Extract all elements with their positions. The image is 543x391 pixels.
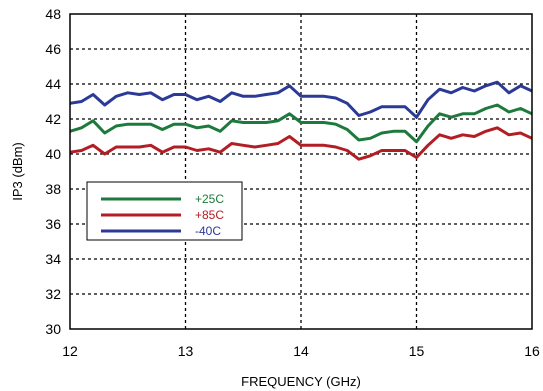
y-tick-label: 30 (45, 321, 61, 337)
legend-label-25c: +25C (195, 192, 224, 206)
y-tick-label: 32 (45, 286, 61, 302)
y-tick-label: 34 (45, 251, 61, 267)
grid-lines (70, 14, 532, 329)
y-tick-label: 44 (45, 76, 61, 92)
series-line-25c (69, 103, 533, 144)
series-line-85c (69, 126, 533, 161)
x-tick-label: 12 (62, 343, 78, 359)
plot-frame (69, 13, 533, 330)
x-axis-title: FREQUENCY (GHz) (241, 374, 361, 389)
y-axis-title: IP3 (dBm) (10, 142, 25, 201)
y-tick-label: 40 (45, 146, 61, 162)
legend-label-minus40c: -40C (195, 224, 221, 238)
y-tick-label: 48 (45, 6, 61, 22)
series-layer (69, 80, 533, 161)
series-line-minus40c (69, 80, 533, 119)
x-tick-label: 15 (409, 343, 425, 359)
legend-label-85c: +85C (195, 208, 224, 222)
y-tick-label: 36 (45, 216, 61, 232)
y-tick-label: 42 (45, 111, 61, 127)
y-tick-label: 46 (45, 41, 61, 57)
legend: +25C +85C -40C (86, 181, 243, 241)
x-tick-label: 14 (293, 343, 309, 359)
y-tick-label: 38 (45, 181, 61, 197)
x-tick-label: 16 (524, 343, 540, 359)
tick-labels: 12 13 14 15 16 30 32 34 36 38 40 42 44 46 48 (45, 6, 540, 359)
x-tick-label: 13 (178, 343, 194, 359)
